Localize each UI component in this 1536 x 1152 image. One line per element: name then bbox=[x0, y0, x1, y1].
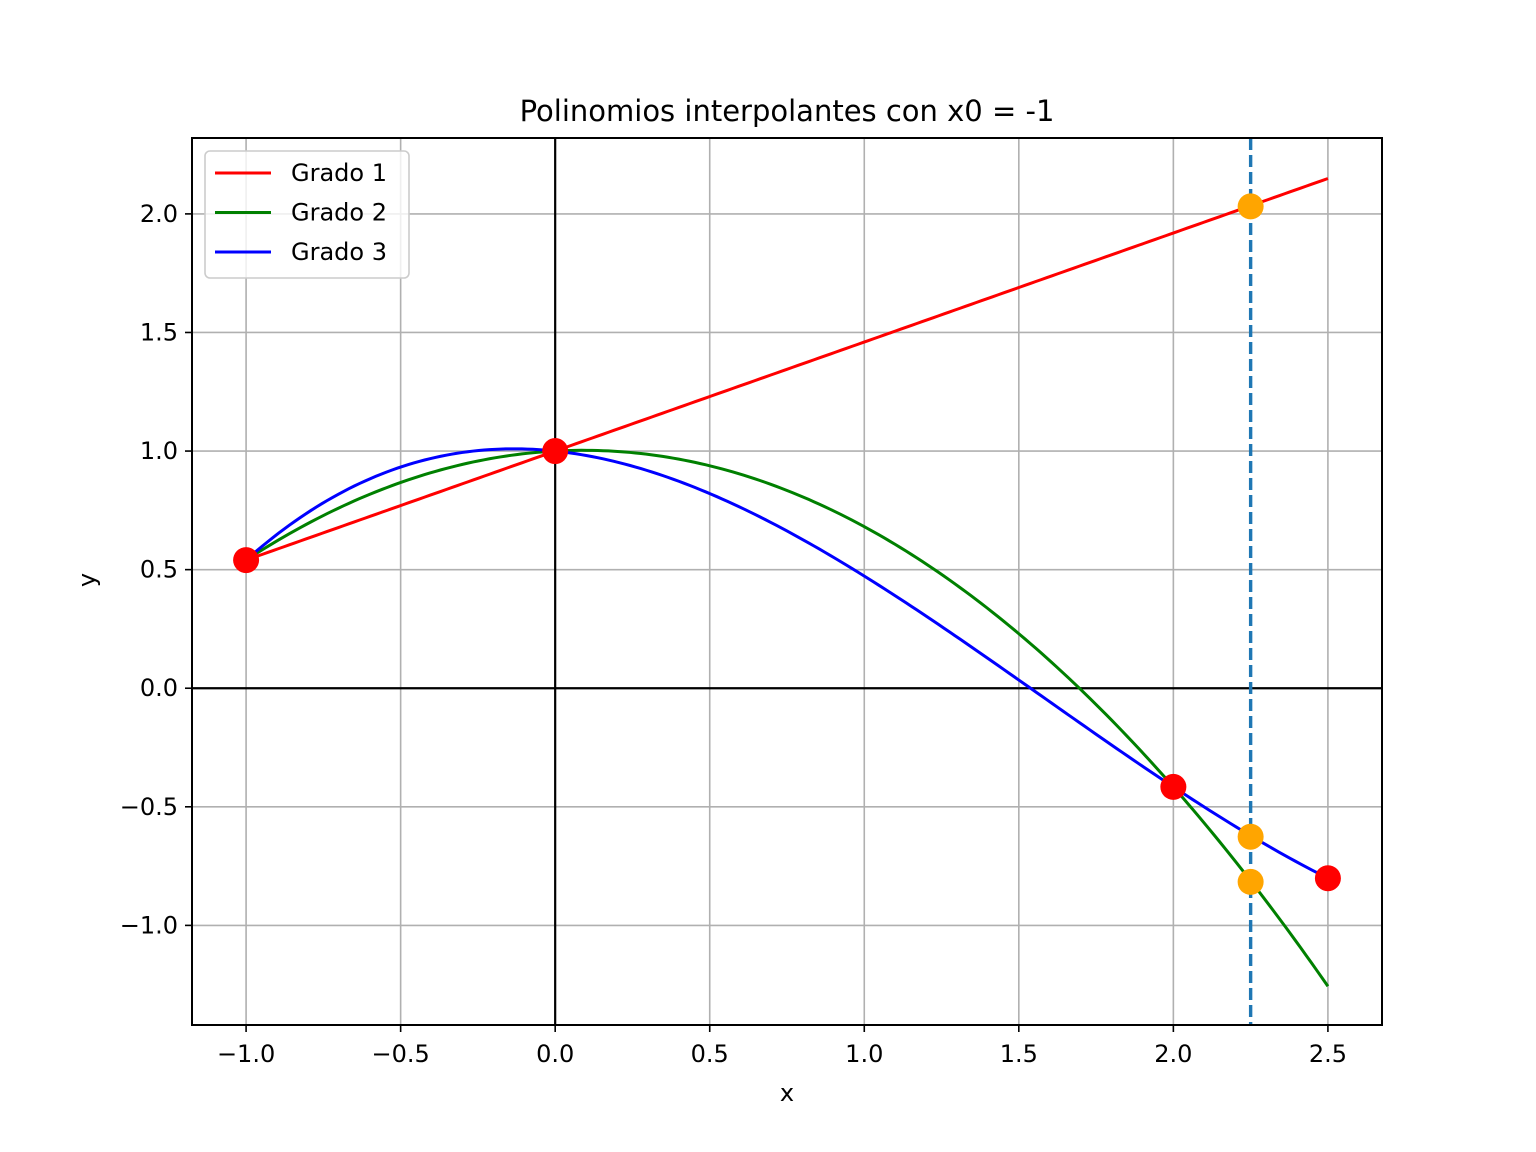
y-tick-label: 2.0 bbox=[140, 200, 178, 228]
x-tick-label: 2.5 bbox=[1309, 1040, 1347, 1068]
legend-label: Grado 2 bbox=[291, 199, 387, 227]
series-group bbox=[233, 138, 1341, 1025]
node-point bbox=[1314, 865, 1341, 892]
legend-label: Grado 3 bbox=[291, 238, 387, 266]
node-point bbox=[233, 547, 260, 574]
node-point bbox=[542, 438, 569, 465]
y-axis-label: y bbox=[73, 573, 101, 587]
legend-label: Grado 1 bbox=[291, 159, 387, 187]
series-line-2 bbox=[245, 448, 1330, 988]
evaluation-point bbox=[1237, 193, 1264, 220]
x-tick-label: 2.0 bbox=[1154, 1040, 1192, 1068]
y-tick-label: 0.0 bbox=[140, 674, 178, 702]
evaluation-point bbox=[1237, 868, 1264, 895]
node-point bbox=[1160, 773, 1187, 800]
chart-title: Polinomios interpolantes con x0 = -1 bbox=[520, 94, 1055, 128]
y-tick-label: −1.0 bbox=[120, 911, 178, 939]
legend-box bbox=[204, 150, 410, 279]
x-tick-label: 1.5 bbox=[1000, 1040, 1038, 1068]
x-tick-label: 1.0 bbox=[845, 1040, 883, 1068]
series-line-3 bbox=[245, 447, 1329, 880]
y-tick-label: 1.0 bbox=[140, 437, 178, 465]
y-tick-label: −0.5 bbox=[120, 793, 178, 821]
evaluation-point bbox=[1237, 823, 1264, 850]
x-tick-label: −0.5 bbox=[371, 1040, 429, 1068]
plot-frame bbox=[191, 137, 1383, 1026]
series-line-1 bbox=[245, 177, 1329, 562]
y-tick-label: 0.5 bbox=[140, 556, 178, 584]
legend: Grado 1 Grado 2 Grado 3 bbox=[204, 150, 410, 279]
x-tick-label: 0.5 bbox=[691, 1040, 729, 1068]
x-axis-label: x bbox=[780, 1079, 794, 1107]
x-tick-label: 0.0 bbox=[536, 1040, 574, 1068]
plot-area: −1.0 −0.5 0.0 0.5 1.0 1.5 2.0 2.5 −1.0 −0.5 0.0 0.5… bbox=[120, 137, 1383, 1068]
y-tick-label: 1.5 bbox=[140, 318, 178, 346]
x-tick-label: −1.0 bbox=[217, 1040, 275, 1068]
